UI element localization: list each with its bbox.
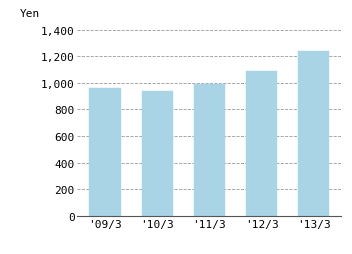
Bar: [246, 72, 277, 216]
Text: Yen: Yen: [19, 9, 40, 19]
Bar: [298, 52, 329, 216]
Bar: [194, 85, 225, 216]
Bar: [142, 91, 173, 216]
Bar: [89, 89, 121, 216]
